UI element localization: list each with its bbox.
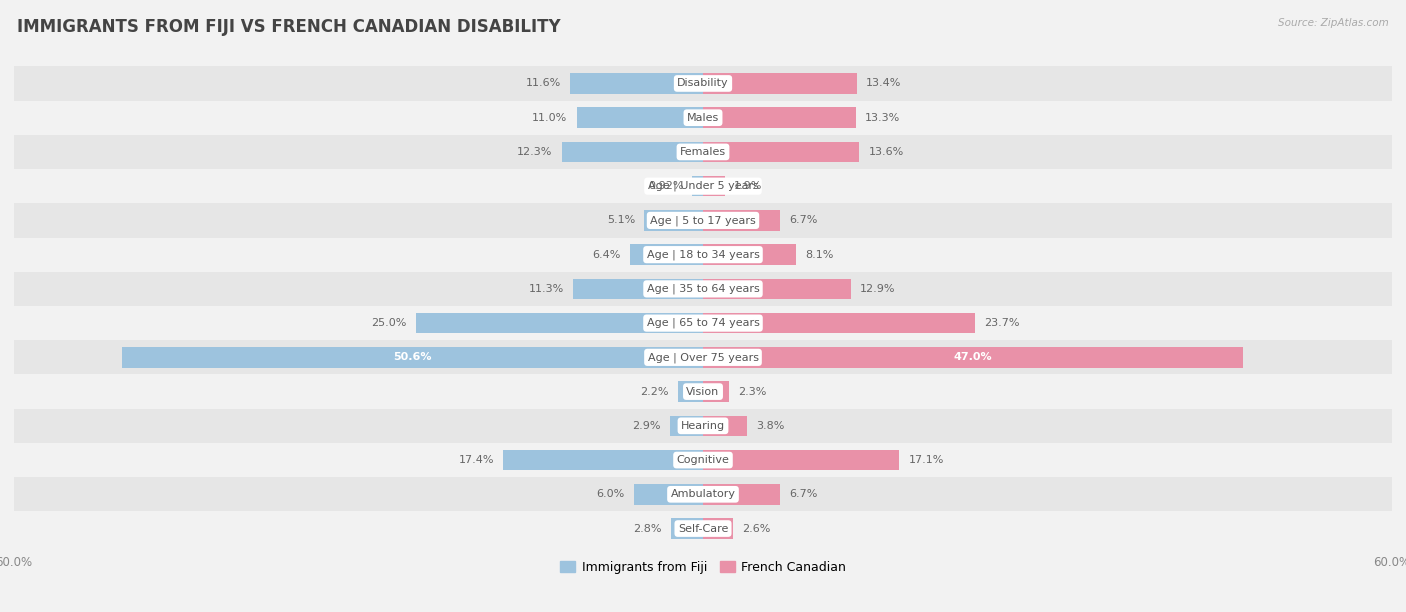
Bar — [630, 244, 703, 265]
Text: 23.7%: 23.7% — [984, 318, 1019, 328]
Text: 2.2%: 2.2% — [640, 387, 669, 397]
Bar — [703, 381, 730, 402]
Bar — [14, 340, 1392, 375]
Bar — [14, 135, 1392, 169]
Text: 17.1%: 17.1% — [908, 455, 943, 465]
Text: 12.9%: 12.9% — [860, 284, 896, 294]
Text: 2.9%: 2.9% — [633, 421, 661, 431]
Text: 6.7%: 6.7% — [789, 490, 817, 499]
Bar — [122, 347, 703, 368]
Text: Ambulatory: Ambulatory — [671, 490, 735, 499]
Text: 6.0%: 6.0% — [596, 490, 624, 499]
Bar — [703, 176, 725, 196]
Text: Age | 35 to 64 years: Age | 35 to 64 years — [647, 283, 759, 294]
Text: Hearing: Hearing — [681, 421, 725, 431]
Bar — [14, 512, 1392, 546]
Text: 17.4%: 17.4% — [458, 455, 494, 465]
Bar — [14, 272, 1392, 306]
Bar — [678, 381, 703, 402]
Text: 11.3%: 11.3% — [529, 284, 564, 294]
Bar — [14, 237, 1392, 272]
Bar — [14, 100, 1392, 135]
Bar — [703, 313, 976, 334]
Bar — [703, 416, 747, 436]
Bar — [416, 313, 703, 334]
Bar — [669, 416, 703, 436]
Bar — [14, 306, 1392, 340]
Text: IMMIGRANTS FROM FIJI VS FRENCH CANADIAN DISABILITY: IMMIGRANTS FROM FIJI VS FRENCH CANADIAN … — [17, 18, 561, 36]
Bar — [703, 518, 733, 539]
Text: Males: Males — [688, 113, 718, 122]
Text: Age | 65 to 74 years: Age | 65 to 74 years — [647, 318, 759, 329]
Bar — [671, 518, 703, 539]
Bar — [14, 409, 1392, 443]
Bar — [562, 141, 703, 162]
Text: 6.7%: 6.7% — [789, 215, 817, 225]
Text: Age | Under 5 years: Age | Under 5 years — [648, 181, 758, 192]
Bar — [703, 244, 796, 265]
Text: 25.0%: 25.0% — [371, 318, 406, 328]
Bar — [14, 375, 1392, 409]
Text: 8.1%: 8.1% — [806, 250, 834, 259]
Bar — [703, 278, 851, 299]
Text: 11.6%: 11.6% — [526, 78, 561, 89]
Bar — [703, 210, 780, 231]
Text: 1.9%: 1.9% — [734, 181, 762, 191]
Bar — [14, 443, 1392, 477]
Bar — [703, 141, 859, 162]
Text: Disability: Disability — [678, 78, 728, 89]
Bar — [692, 176, 703, 196]
Bar — [14, 477, 1392, 512]
Bar — [703, 108, 856, 128]
Text: 2.3%: 2.3% — [738, 387, 766, 397]
Bar — [503, 450, 703, 471]
Bar — [576, 108, 703, 128]
Text: Age | Over 75 years: Age | Over 75 years — [648, 352, 758, 362]
Bar — [569, 73, 703, 94]
Text: Cognitive: Cognitive — [676, 455, 730, 465]
Bar — [14, 66, 1392, 100]
Text: 2.6%: 2.6% — [742, 523, 770, 534]
Bar — [14, 203, 1392, 237]
Bar — [634, 484, 703, 504]
Text: Self-Care: Self-Care — [678, 523, 728, 534]
Text: Age | 5 to 17 years: Age | 5 to 17 years — [650, 215, 756, 226]
Bar — [703, 484, 780, 504]
Text: Source: ZipAtlas.com: Source: ZipAtlas.com — [1278, 18, 1389, 28]
Text: Females: Females — [681, 147, 725, 157]
Text: 13.4%: 13.4% — [866, 78, 901, 89]
Text: 3.8%: 3.8% — [756, 421, 785, 431]
Text: 12.3%: 12.3% — [517, 147, 553, 157]
Bar — [644, 210, 703, 231]
Text: 11.0%: 11.0% — [533, 113, 568, 122]
Text: 6.4%: 6.4% — [592, 250, 620, 259]
Bar — [703, 450, 900, 471]
Text: 2.8%: 2.8% — [633, 523, 662, 534]
Bar — [574, 278, 703, 299]
Text: Age | 18 to 34 years: Age | 18 to 34 years — [647, 250, 759, 260]
Legend: Immigrants from Fiji, French Canadian: Immigrants from Fiji, French Canadian — [555, 556, 851, 579]
Bar — [14, 169, 1392, 203]
Text: 0.92%: 0.92% — [648, 181, 683, 191]
Text: 50.6%: 50.6% — [394, 353, 432, 362]
Bar — [703, 73, 856, 94]
Text: 5.1%: 5.1% — [607, 215, 636, 225]
Text: 13.6%: 13.6% — [869, 147, 904, 157]
Text: Vision: Vision — [686, 387, 720, 397]
Text: 47.0%: 47.0% — [953, 353, 993, 362]
Bar — [703, 347, 1243, 368]
Text: 13.3%: 13.3% — [865, 113, 900, 122]
